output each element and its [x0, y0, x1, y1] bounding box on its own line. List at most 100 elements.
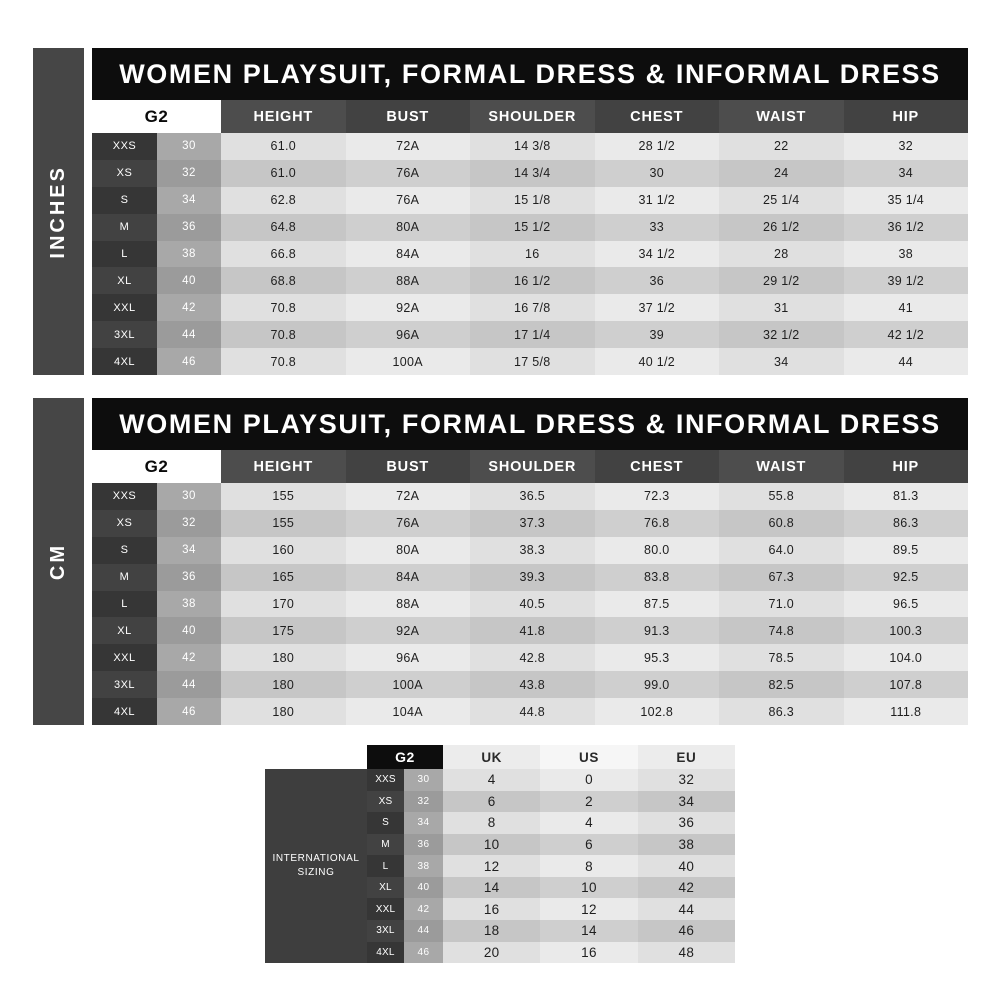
value-cell: 72A — [345, 133, 470, 160]
size-label-cell: M — [367, 833, 404, 856]
size-number-cell: 40 — [404, 876, 443, 899]
table-title: WOMEN PLAYSUIT, FORMAL DRESS & INFORMAL … — [92, 48, 968, 100]
value-cell: 22 — [719, 133, 844, 160]
value-cell: 28 — [719, 240, 844, 268]
size-label-cell: XL — [92, 267, 157, 295]
value-cell: 12 — [443, 855, 541, 877]
value-cell: 72.3 — [594, 483, 719, 510]
size-number-cell: 34 — [404, 812, 443, 834]
value-cell: 16 7/8 — [470, 294, 595, 322]
header-row: G2 HEIGHT BUST SHOULDER CHEST WAIST HIP — [92, 450, 968, 483]
value-cell: 70.8 — [221, 294, 346, 322]
column-header-us: US — [540, 745, 638, 769]
value-cell: 100A — [345, 671, 470, 699]
size-row: 4XL 46 70.8 100A 17 5/8 40 1/2 34 44 — [92, 348, 968, 376]
value-cell: 84A — [345, 563, 470, 591]
value-cell: 155 — [221, 509, 346, 537]
size-number-cell: 44 — [157, 671, 221, 699]
size-row: XL 40 14 10 42 — [367, 876, 735, 899]
value-cell: 44 — [637, 898, 735, 920]
value-cell: 29 1/2 — [719, 267, 844, 295]
value-cell: 36 — [637, 812, 735, 834]
value-cell: 30 — [594, 159, 719, 187]
size-number-cell: 44 — [404, 919, 443, 942]
value-cell: 82.5 — [719, 671, 844, 699]
value-cell: 32 — [843, 133, 968, 160]
value-cell: 160 — [221, 536, 346, 564]
value-cell: 88A — [345, 267, 470, 295]
header-row: G2 HEIGHT BUST SHOULDER CHEST WAIST HIP — [92, 100, 968, 133]
value-cell: 111.8 — [843, 698, 968, 726]
column-header-chest: CHEST — [594, 100, 719, 133]
size-number-cell: 30 — [404, 769, 443, 791]
size-number-cell: 36 — [404, 833, 443, 856]
value-cell: 81.3 — [843, 483, 968, 510]
value-cell: 44.8 — [470, 698, 595, 726]
value-cell: 165 — [221, 563, 346, 591]
column-header-bust: BUST — [345, 450, 470, 483]
size-number-cell: 32 — [157, 509, 221, 537]
value-cell: 70.8 — [221, 348, 346, 376]
size-label-cell: 4XL — [367, 941, 404, 964]
value-cell: 180 — [221, 698, 346, 726]
size-table-inches: INCHES WOMEN PLAYSUIT, FORMAL DRESS & IN… — [33, 48, 968, 376]
value-cell: 61.0 — [221, 159, 346, 187]
size-row: S 34 62.8 76A 15 1/8 31 1/2 25 1/4 35 1/4 — [92, 186, 968, 214]
size-row: XXL 42 180 96A 42.8 95.3 78.5 104.0 — [92, 644, 968, 672]
size-number-cell: 40 — [157, 267, 221, 295]
value-cell: 86.3 — [843, 509, 968, 537]
value-cell: 17 1/4 — [470, 321, 595, 349]
value-cell: 10 — [443, 833, 541, 856]
value-cell: 36 — [594, 267, 719, 295]
value-cell: 175 — [221, 617, 346, 645]
size-row: M 36 64.8 80A 15 1/2 33 26 1/2 36 1/2 — [92, 213, 968, 241]
size-label-cell: XS — [92, 159, 157, 187]
column-header-height: HEIGHT — [221, 100, 346, 133]
size-label-cell: M — [92, 563, 157, 591]
value-cell: 170 — [221, 590, 346, 618]
value-cell: 87.5 — [594, 590, 719, 618]
value-cell: 31 — [719, 294, 844, 322]
value-cell: 18 — [443, 919, 541, 942]
value-cell: 95.3 — [594, 644, 719, 672]
value-cell: 14 — [540, 919, 638, 942]
value-cell: 26 1/2 — [719, 213, 844, 241]
value-cell: 92A — [345, 294, 470, 322]
size-row: 4XL 46 20 16 48 — [367, 941, 735, 964]
value-cell: 74.8 — [719, 617, 844, 645]
value-cell: 4 — [443, 769, 541, 791]
value-cell: 34 — [637, 790, 735, 813]
column-header-shoulder: SHOULDER — [470, 450, 595, 483]
value-cell: 41.8 — [470, 617, 595, 645]
value-cell: 80A — [345, 536, 470, 564]
value-cell: 99.0 — [594, 671, 719, 699]
value-cell: 72A — [345, 483, 470, 510]
value-cell: 104.0 — [843, 644, 968, 672]
size-row: XS 32 6 2 34 — [367, 790, 735, 813]
value-cell: 48 — [637, 941, 735, 964]
size-row: L 38 170 88A 40.5 87.5 71.0 96.5 — [92, 590, 968, 618]
value-cell: 37 1/2 — [594, 294, 719, 322]
size-number-cell: 38 — [404, 855, 443, 877]
size-group-header: G2 — [367, 745, 443, 769]
size-number-cell: 30 — [157, 133, 221, 160]
size-number-cell: 34 — [157, 186, 221, 214]
value-cell: 88A — [345, 590, 470, 618]
value-cell: 32 1/2 — [719, 321, 844, 349]
value-cell: 100A — [345, 348, 470, 376]
value-cell: 92.5 — [843, 563, 968, 591]
unit-rail-cm: CM — [33, 398, 84, 725]
value-cell: 91.3 — [594, 617, 719, 645]
unit-label: INCHES — [47, 164, 69, 259]
value-cell: 16 — [540, 941, 638, 964]
value-cell: 70.8 — [221, 321, 346, 349]
size-label-cell: 3XL — [92, 671, 157, 699]
size-row: XL 40 175 92A 41.8 91.3 74.8 100.3 — [92, 617, 968, 645]
size-number-cell: 42 — [157, 644, 221, 672]
value-cell: 80A — [345, 213, 470, 241]
size-row: 3XL 44 18 14 46 — [367, 919, 735, 942]
value-cell: 8 — [443, 812, 541, 834]
value-cell: 41 — [843, 294, 968, 322]
size-number-cell: 46 — [157, 698, 221, 726]
